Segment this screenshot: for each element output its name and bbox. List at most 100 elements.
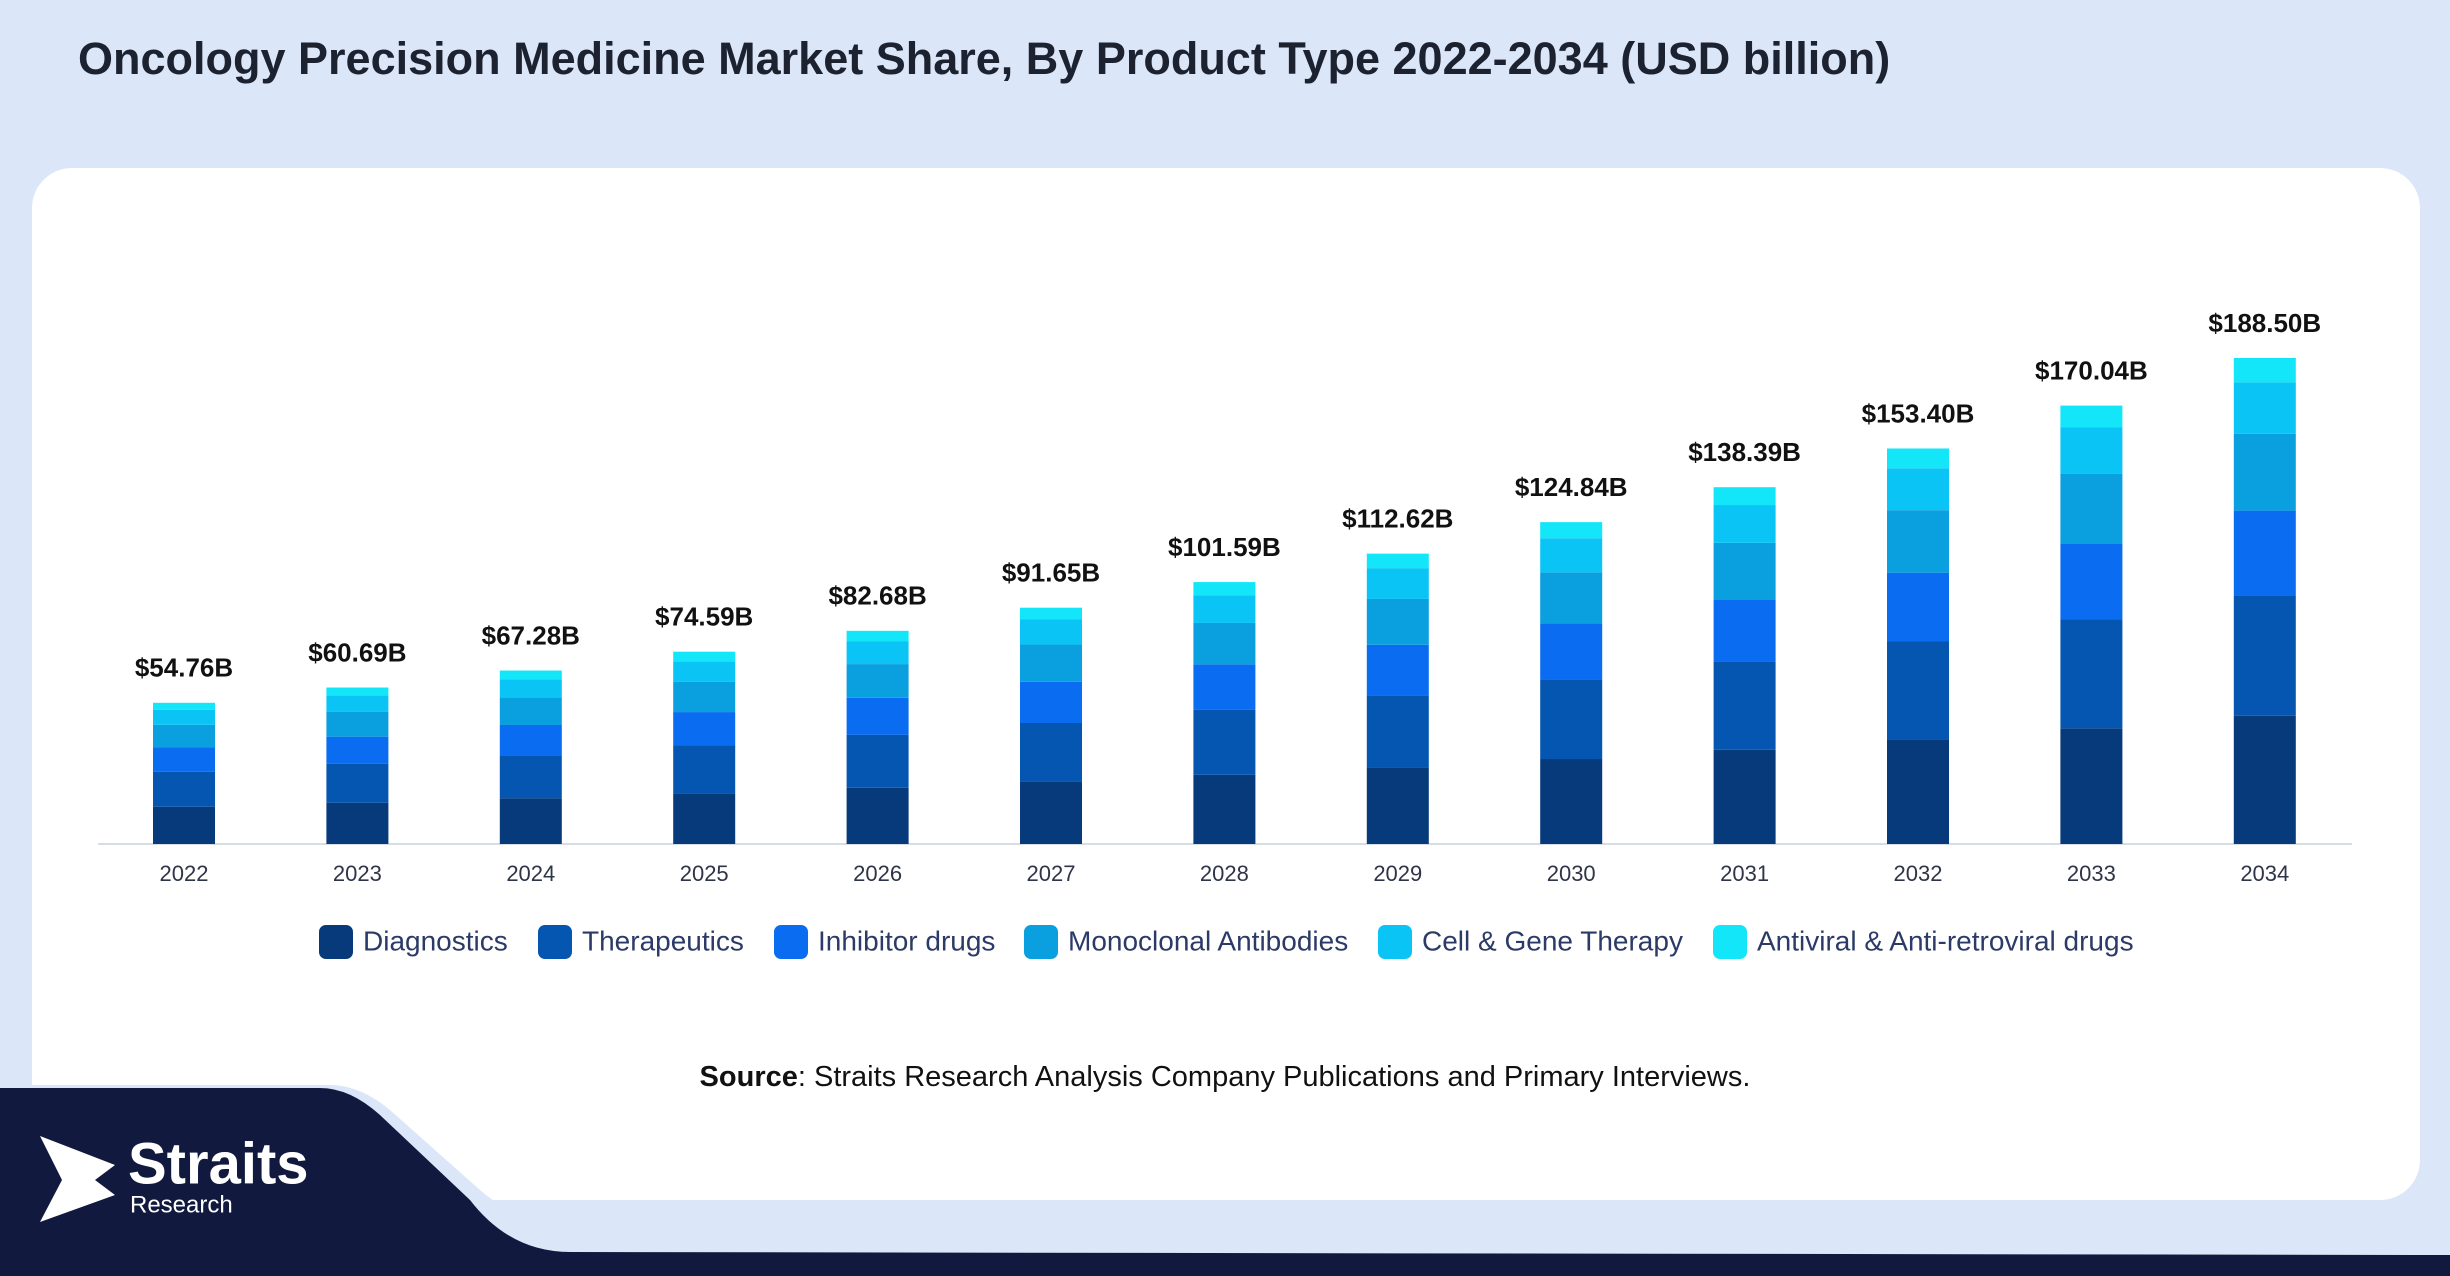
logo-name: Straits <box>128 1131 309 1196</box>
bar-segment <box>673 745 736 794</box>
bar-segment <box>1540 623 1603 680</box>
bar-segment <box>326 802 389 844</box>
bar-segment <box>2060 427 2123 474</box>
bar-segment <box>2060 543 2123 620</box>
bar-segment <box>153 806 215 844</box>
bar-segment <box>499 755 562 799</box>
bar-segment <box>1540 538 1603 573</box>
bar-segment <box>846 630 909 642</box>
legend-label: Antiviral & Anti-retroviral drugs <box>1757 925 2134 956</box>
bar-segment <box>673 661 736 682</box>
bar-segment <box>326 736 389 764</box>
bar-segment <box>1713 487 1776 506</box>
logo-band <box>0 1088 2450 1276</box>
total-label: $60.69B <box>308 637 406 667</box>
legend-label: Monoclonal Antibodies <box>1068 925 1348 956</box>
legend-label: Cell & Gene Therapy <box>1422 925 1683 956</box>
x-tick-label: 2025 <box>680 861 729 886</box>
total-label: $153.40B <box>1862 398 1975 428</box>
bar-segment <box>499 697 562 725</box>
x-tick-label: 2022 <box>160 861 209 886</box>
bar-segment <box>1020 681 1082 724</box>
bar-segment <box>1020 723 1082 782</box>
bar-segment <box>2060 473 2123 544</box>
bar-segment <box>673 651 736 662</box>
total-label: $138.39B <box>1688 437 1801 467</box>
x-tick-label: 2033 <box>2067 861 2116 886</box>
bar-segment <box>1713 599 1776 662</box>
bar-segment <box>2233 358 2296 383</box>
bar-segment <box>499 724 562 756</box>
source-note: Source: Straits Research Analysis Compan… <box>700 1061 1751 1093</box>
bar-segment <box>1887 510 1949 573</box>
bar-segment <box>326 763 389 803</box>
x-tick-label: 2031 <box>1720 861 1769 886</box>
bar-segment <box>2233 715 2296 844</box>
x-tick-label: 2028 <box>1200 861 1249 886</box>
legend-swatch <box>319 925 353 959</box>
total-label: $74.59B <box>655 602 753 632</box>
source-text: : Straits Research Analysis Company Publ… <box>798 1061 1751 1093</box>
bar-segment <box>1193 622 1256 665</box>
bar-segment <box>1193 664 1256 710</box>
legend-label: Therapeutics <box>582 925 744 956</box>
x-tick-label: 2026 <box>853 861 902 886</box>
legend-swatch <box>1024 925 1058 959</box>
x-tick-label: 2032 <box>1894 861 1943 886</box>
bar-segment <box>153 747 215 772</box>
bar-segment <box>1366 568 1429 599</box>
bar-segment <box>1020 781 1082 844</box>
bar-segment <box>1193 709 1256 775</box>
bar-segment <box>2060 619 2123 729</box>
legend-swatch <box>774 925 808 959</box>
logo-icon <box>40 1136 115 1222</box>
total-label: $170.04B <box>2035 355 2148 385</box>
bar-segment <box>326 687 389 696</box>
bar-segment <box>1366 644 1429 696</box>
bar-segment <box>1713 505 1776 543</box>
total-label: $188.50B <box>2208 308 2321 338</box>
bar-segment <box>2233 510 2296 596</box>
bar-segment <box>1887 641 1949 740</box>
bar-segment <box>1366 553 1429 569</box>
total-label: $124.84B <box>1515 472 1628 502</box>
bar-segment <box>1540 759 1603 844</box>
bar-segment <box>1887 572 1949 642</box>
bar-segment <box>1540 522 1603 539</box>
total-label: $112.62B <box>1342 504 1453 534</box>
bar-segment <box>1020 644 1082 682</box>
bar-segment <box>673 681 736 713</box>
source-label: Source <box>700 1061 798 1093</box>
x-tick-label: 2034 <box>2240 861 2289 886</box>
bar-segment <box>499 670 562 680</box>
bar-segment <box>846 697 909 735</box>
card-notch <box>0 1085 2450 1276</box>
bar-segment <box>1887 468 1949 511</box>
bar-segment <box>2233 595 2296 716</box>
bar-segment <box>846 787 909 844</box>
bar-segment <box>2060 405 2123 428</box>
bar-segment <box>2233 433 2296 511</box>
bar-segment <box>1887 448 1949 469</box>
bar-segment <box>2060 728 2123 844</box>
legend-label: Inhibitor drugs <box>818 925 995 956</box>
x-tick-label: 2027 <box>1027 861 1076 886</box>
x-tick-label: 2023 <box>333 861 382 886</box>
bar-segment <box>1193 595 1256 623</box>
bar-segment <box>1713 661 1776 750</box>
total-label: $67.28B <box>482 620 580 650</box>
x-tick-label: 2030 <box>1547 861 1596 886</box>
bar-segment <box>153 709 215 725</box>
total-label: $91.65B <box>1002 558 1100 588</box>
bar-segment <box>499 798 562 844</box>
legend-swatch <box>538 925 572 959</box>
chart-title: Oncology Precision Medicine Market Share… <box>78 33 1890 84</box>
total-label: $101.59B <box>1168 532 1281 562</box>
bar-segment <box>153 724 215 748</box>
x-tick-label: 2029 <box>1373 861 1422 886</box>
bar-segment <box>1713 542 1776 600</box>
bar-segment <box>1020 607 1082 620</box>
bar-segment <box>1887 739 1949 844</box>
bar-segment <box>1540 679 1603 760</box>
